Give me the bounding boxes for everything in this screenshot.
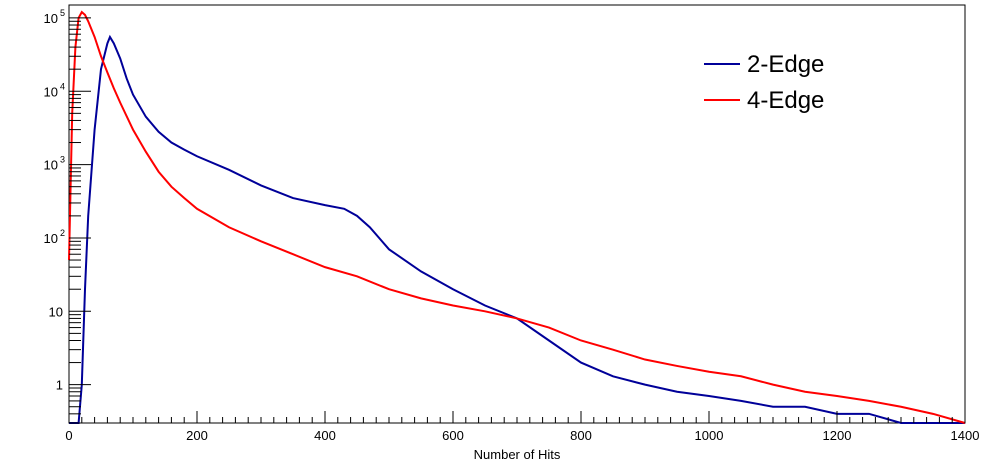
x-tick-label: 400 [314,428,336,443]
y-tick-label: 1 [56,378,63,393]
y-tick-label: 10 [44,11,58,26]
y-tick-base: 10 [44,231,58,246]
series-line-4-edge [68,10,966,424]
x-tick-label: 1000 [695,428,724,443]
x-tick-label: 0 [65,428,72,443]
x-tick-label: 200 [186,428,208,443]
y-tick-exponent: 3 [60,155,65,165]
y-tick-label: 10 [44,231,58,246]
x-tick-label: 1200 [823,428,852,443]
x-tick-label: 1400 [951,428,980,443]
plot-frame [68,4,966,424]
y-tick-base: 10 [49,304,63,319]
y-tick-base: 10 [44,84,58,99]
y-tick-label: 10 [44,84,58,99]
legend-label: 2-Edge [747,51,824,78]
plot-content [68,10,966,424]
y-tick-exponent: 5 [60,8,65,18]
x-tick-label: 600 [442,428,464,443]
y-tick-exponent: 2 [60,228,65,238]
y-tick-label: 10 [49,304,63,319]
y-tick-base: 1 [56,378,63,393]
y-tick-label: 10 [44,158,58,173]
x-tick-label: 800 [570,428,592,443]
legend-label: 4-Edge [747,87,824,114]
y-tick-base: 10 [44,11,58,26]
series-line-2-edge [69,34,965,424]
x-axis: 0 200 400 600 800 1000 1200 1400 [65,411,979,443]
x-axis-title: Number of Hits [474,447,561,462]
y-tick-base: 10 [44,158,58,173]
legend: 2-Edge 4-Edge [704,51,824,114]
y-tick-exponent: 4 [60,81,65,91]
